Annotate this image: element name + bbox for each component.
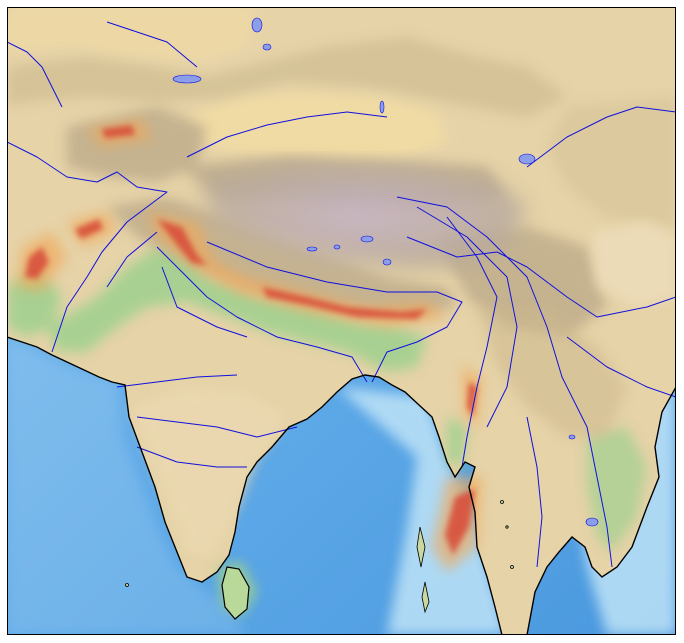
sichuan-basin [592,222,676,307]
deccan-plateau [132,387,287,557]
river-ganges [156,246,368,383]
rivers [7,21,676,568]
river-irrawaddy [446,216,498,468]
coastline [7,336,503,635]
river-mekong [396,196,613,568]
river-godavari [136,416,298,438]
river-amu-darya [7,41,63,108]
river-syr-darya [106,21,198,68]
lakes [172,17,599,527]
river-yellow [526,106,676,168]
river-brahmaputra [206,241,463,383]
lake-tonle-sap [585,517,599,527]
river-yangtze [406,236,676,318]
coastline-indochina [526,386,676,635]
river-narmada [116,374,238,388]
central-asia-uplands [7,37,676,227]
relief-map [7,7,676,635]
river-chao-phraya [526,416,543,568]
river-salween [416,206,518,428]
river-red [566,336,676,398]
islands [125,500,514,614]
river-yamuna [161,266,248,338]
river-krishna [136,446,247,468]
lake-qinghai [518,153,536,165]
lake-issyk-kul [172,74,202,84]
tibetan-plateau [197,162,527,269]
river-indus [7,141,168,353]
river-sutlej [106,231,158,288]
lake-balkhash [251,17,263,33]
river-tarim [186,111,388,158]
map-frame [7,7,676,635]
lowland-plains [7,247,647,617]
sri-lanka [221,566,250,620]
density-hotspots [17,119,482,572]
